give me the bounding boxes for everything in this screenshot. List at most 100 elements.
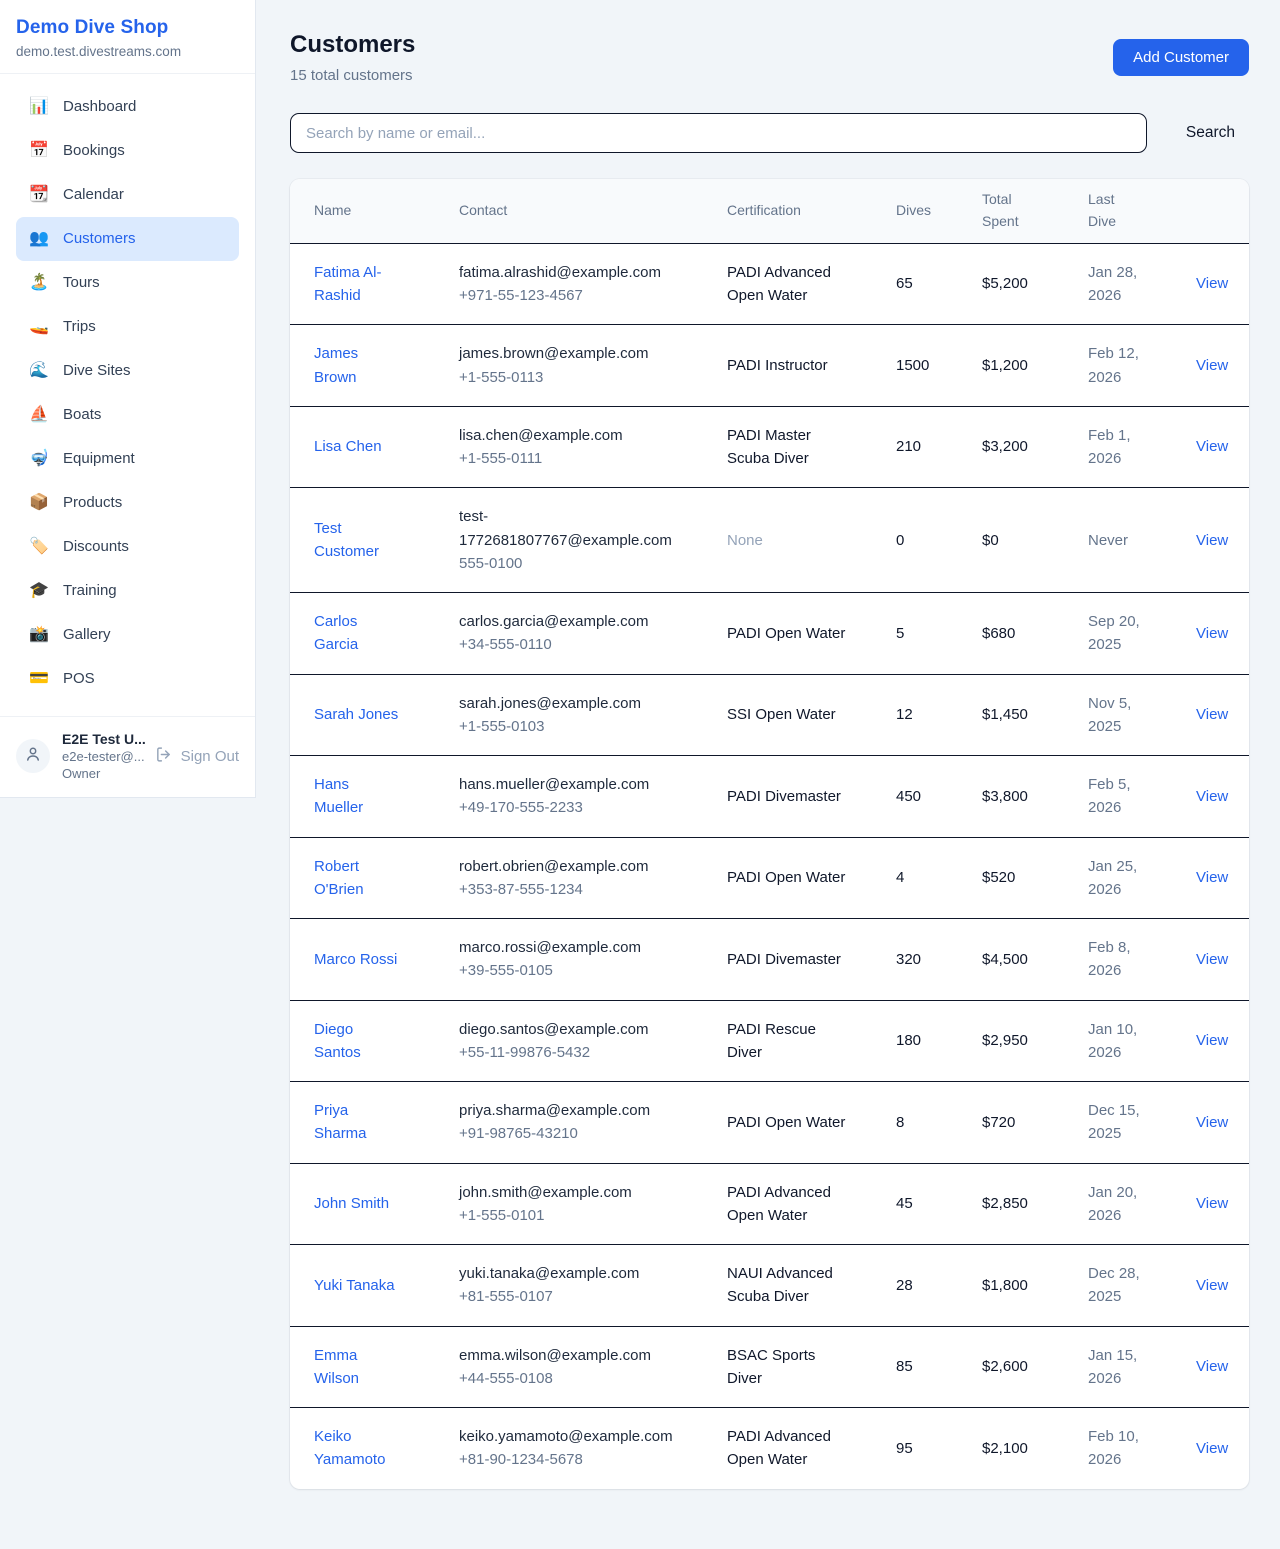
sidebar-item-label: Boats (63, 406, 102, 423)
customer-name-link[interactable]: Keiko Yamamoto (314, 1428, 386, 1469)
sidebar-item-equipment[interactable]: 🤿 Equipment (16, 437, 239, 481)
customer-certification: NAUI Advanced Scuba Diver (727, 1265, 833, 1306)
brand-name[interactable]: Demo Dive Shop (16, 17, 169, 38)
view-customer-link[interactable]: View (1196, 950, 1229, 968)
view-customer-link[interactable]: View (1196, 531, 1229, 549)
customer-name-link[interactable]: Lisa Chen (314, 438, 382, 456)
customer-name-link[interactable]: Marco Rossi (314, 950, 398, 968)
customer-dives: 180 (896, 1032, 922, 1050)
customer-dives: 12 (896, 706, 913, 724)
search-button[interactable]: Search (1172, 124, 1249, 142)
customer-total-spent: $2,850 (982, 1195, 1028, 1213)
sidebar-item-boats[interactable]: ⛵ Boats (16, 393, 239, 437)
view-customer-link[interactable]: View (1196, 869, 1229, 887)
customer-total-spent: $3,200 (982, 438, 1028, 456)
view-customer-link[interactable]: View (1196, 787, 1229, 805)
customer-certification: PADI Divemaster (727, 950, 841, 968)
graduation-cap-icon: 🎓 (29, 582, 49, 599)
customer-dives: 1500 (896, 356, 930, 374)
sidebar-item-customers[interactable]: 👥 Customers (16, 217, 239, 261)
sidebar-item-trips[interactable]: 🚤 Trips (16, 305, 239, 349)
view-customer-link[interactable]: View (1196, 1276, 1229, 1294)
sidebar-item-label: POS (63, 670, 95, 687)
sidebar-item-label: Customers (63, 230, 136, 247)
customer-name-link[interactable]: Carlos Garcia (314, 613, 359, 654)
customer-name-link[interactable]: Priya Sharma (314, 1102, 367, 1143)
table-row: Emma Wilson emma.wilson@example.com +44-… (290, 1327, 1249, 1409)
customer-certification: PADI Master Scuba Diver (727, 426, 811, 468)
table-row: Test Customer test-1772681807767@example… (290, 488, 1249, 594)
customer-total-spent: $4,500 (982, 950, 1028, 968)
view-customer-link[interactable]: View (1196, 1195, 1229, 1213)
sidebar-item-products[interactable]: 📦 Products (16, 481, 239, 525)
customer-last-dive: Jan 25, 2026 (1088, 857, 1138, 898)
customer-name-link[interactable]: Diego Santos (314, 1020, 361, 1061)
customer-name-link[interactable]: James Brown (314, 345, 359, 386)
column-header-last-dive: Last Dive (1088, 191, 1117, 230)
customer-phone: +55-11-99876-5432 (459, 1043, 591, 1061)
sidebar-item-training[interactable]: 🎓 Training (16, 569, 239, 613)
column-header-actions (1196, 201, 1225, 221)
view-customer-link[interactable]: View (1196, 1358, 1229, 1376)
customer-email: robert.obrien@example.com (459, 857, 649, 875)
customer-dives: 28 (896, 1276, 913, 1294)
customer-certification: None (727, 531, 763, 549)
customer-phone: +1-555-0103 (459, 717, 545, 735)
customer-total-spent: $2,950 (982, 1032, 1028, 1050)
customer-name-link[interactable]: John Smith (314, 1195, 390, 1213)
customer-name-link[interactable]: Fatima Al-Rashid (314, 263, 382, 305)
sign-out-label: Sign Out (180, 747, 239, 765)
customer-email: diego.santos@example.com (459, 1020, 649, 1038)
customer-total-spent: $520 (982, 869, 1016, 887)
customer-certification: PADI Advanced Open Water (727, 263, 831, 305)
view-customer-link[interactable]: View (1196, 1439, 1229, 1457)
view-customer-link[interactable]: View (1196, 275, 1229, 293)
customer-last-dive: Jan 15, 2026 (1088, 1346, 1138, 1387)
customer-phone: +971-55-123-4567 (459, 287, 583, 305)
sidebar-item-dive-sites[interactable]: 🌊 Dive Sites (16, 349, 239, 393)
table-row: James Brown james.brown@example.com +1-5… (290, 325, 1249, 407)
customer-name-link[interactable]: Robert O'Brien (314, 857, 364, 898)
column-header-contact: Contact (459, 202, 508, 219)
add-customer-button[interactable]: Add Customer (1113, 39, 1249, 76)
sidebar-item-gallery[interactable]: 📸 Gallery (16, 613, 239, 657)
sign-out-button[interactable]: Sign Out (155, 746, 239, 767)
customer-name-link[interactable]: Sarah Jones (314, 706, 399, 724)
view-customer-link[interactable]: View (1196, 706, 1229, 724)
customer-email: james.brown@example.com (459, 345, 649, 363)
sidebar-item-discounts[interactable]: 🏷️ Discounts (16, 525, 239, 569)
customer-email: lisa.chen@example.com (459, 426, 623, 444)
customer-name-link[interactable]: Test Customer (314, 519, 380, 561)
view-customer-link[interactable]: View (1196, 1032, 1229, 1050)
view-customer-link[interactable]: View (1196, 438, 1229, 456)
customer-certification: SSI Open Water (727, 706, 836, 724)
view-customer-link[interactable]: View (1196, 356, 1229, 374)
customer-name-link[interactable]: Yuki Tanaka (314, 1276, 395, 1294)
customer-email: fatima.alrashid@example.com (459, 263, 661, 281)
view-customer-link[interactable]: View (1196, 1113, 1229, 1131)
sidebar-item-pos[interactable]: 💳 POS (16, 657, 239, 701)
customer-last-dive: Feb 8, 2026 (1088, 939, 1131, 980)
water-wave-icon: 🌊 (29, 362, 49, 379)
customer-email: marco.rossi@example.com (459, 939, 641, 957)
customer-certification: PADI Rescue Diver (727, 1020, 816, 1061)
customer-last-dive: Dec 28, 2025 (1088, 1265, 1140, 1306)
customer-email: keiko.yamamoto@example.com (459, 1428, 673, 1446)
sidebar-item-label: Training (63, 582, 117, 599)
sidebar-item-bookings[interactable]: 📅 Bookings (16, 129, 239, 173)
customer-total-spent: $2,100 (982, 1439, 1028, 1457)
search-input[interactable] (290, 113, 1147, 154)
customer-name-link[interactable]: Emma Wilson (314, 1346, 360, 1387)
table-row: Yuki Tanaka yuki.tanaka@example.com +81-… (290, 1245, 1249, 1327)
table-row: John Smith john.smith@example.com +1-555… (290, 1164, 1249, 1246)
sidebar-item-label: Products (63, 494, 123, 511)
column-header-name: Name (314, 202, 352, 219)
customer-total-spent: $680 (982, 624, 1016, 642)
sidebar-item-calendar[interactable]: 📆 Calendar (16, 173, 239, 217)
sidebar-item-tours[interactable]: 🏝️ Tours (16, 261, 239, 305)
sidebar-item-dashboard[interactable]: 📊 Dashboard (16, 85, 239, 129)
view-customer-link[interactable]: View (1196, 624, 1229, 642)
customer-last-dive: Never (1088, 531, 1129, 549)
customer-name-link[interactable]: Hans Mueller (314, 776, 364, 817)
